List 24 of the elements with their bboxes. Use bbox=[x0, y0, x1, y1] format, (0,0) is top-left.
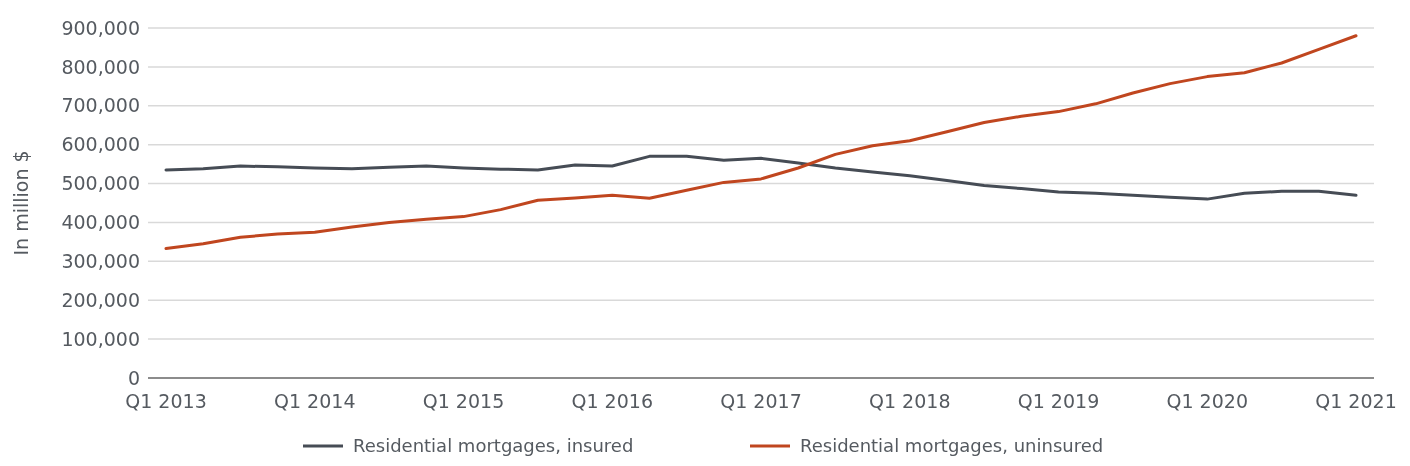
x-tick-label: Q1 2019 bbox=[1017, 390, 1100, 412]
y-axis-title: In million $ bbox=[10, 150, 32, 256]
y-tick-label: 700,000 bbox=[61, 94, 140, 117]
line-series bbox=[164, 34, 1358, 250]
line-series bbox=[164, 154, 1358, 201]
y-tick-label: 200,000 bbox=[61, 288, 140, 311]
y-tick-label: 300,000 bbox=[61, 249, 140, 272]
y-tick-label: 400,000 bbox=[61, 211, 140, 234]
x-tick-label: Q1 2018 bbox=[869, 390, 951, 412]
x-tick-label: Q1 2016 bbox=[571, 390, 653, 412]
y-tick-label: 0 bbox=[127, 366, 140, 389]
x-tick-label: Q1 2013 bbox=[125, 390, 207, 412]
legend-label: Residential mortgages, uninsured bbox=[800, 435, 1104, 456]
y-tick-label: 100,000 bbox=[61, 327, 140, 350]
x-tick-label: Q1 2015 bbox=[422, 390, 505, 412]
x-tick-label: Q1 2014 bbox=[274, 390, 356, 412]
y-tick-label: 500,000 bbox=[61, 172, 140, 195]
y-tick-label: 600,000 bbox=[61, 133, 140, 156]
x-tick-label: Q1 2017 bbox=[720, 390, 802, 412]
y-tick-label: 900,000 bbox=[61, 16, 140, 39]
x-tick-label: Q1 2020 bbox=[1166, 390, 1248, 412]
x-tick-label: Q1 2021 bbox=[1315, 390, 1397, 412]
y-tick-label: 800,000 bbox=[61, 55, 140, 78]
legend-label: Residential mortgages, insured bbox=[353, 435, 634, 456]
